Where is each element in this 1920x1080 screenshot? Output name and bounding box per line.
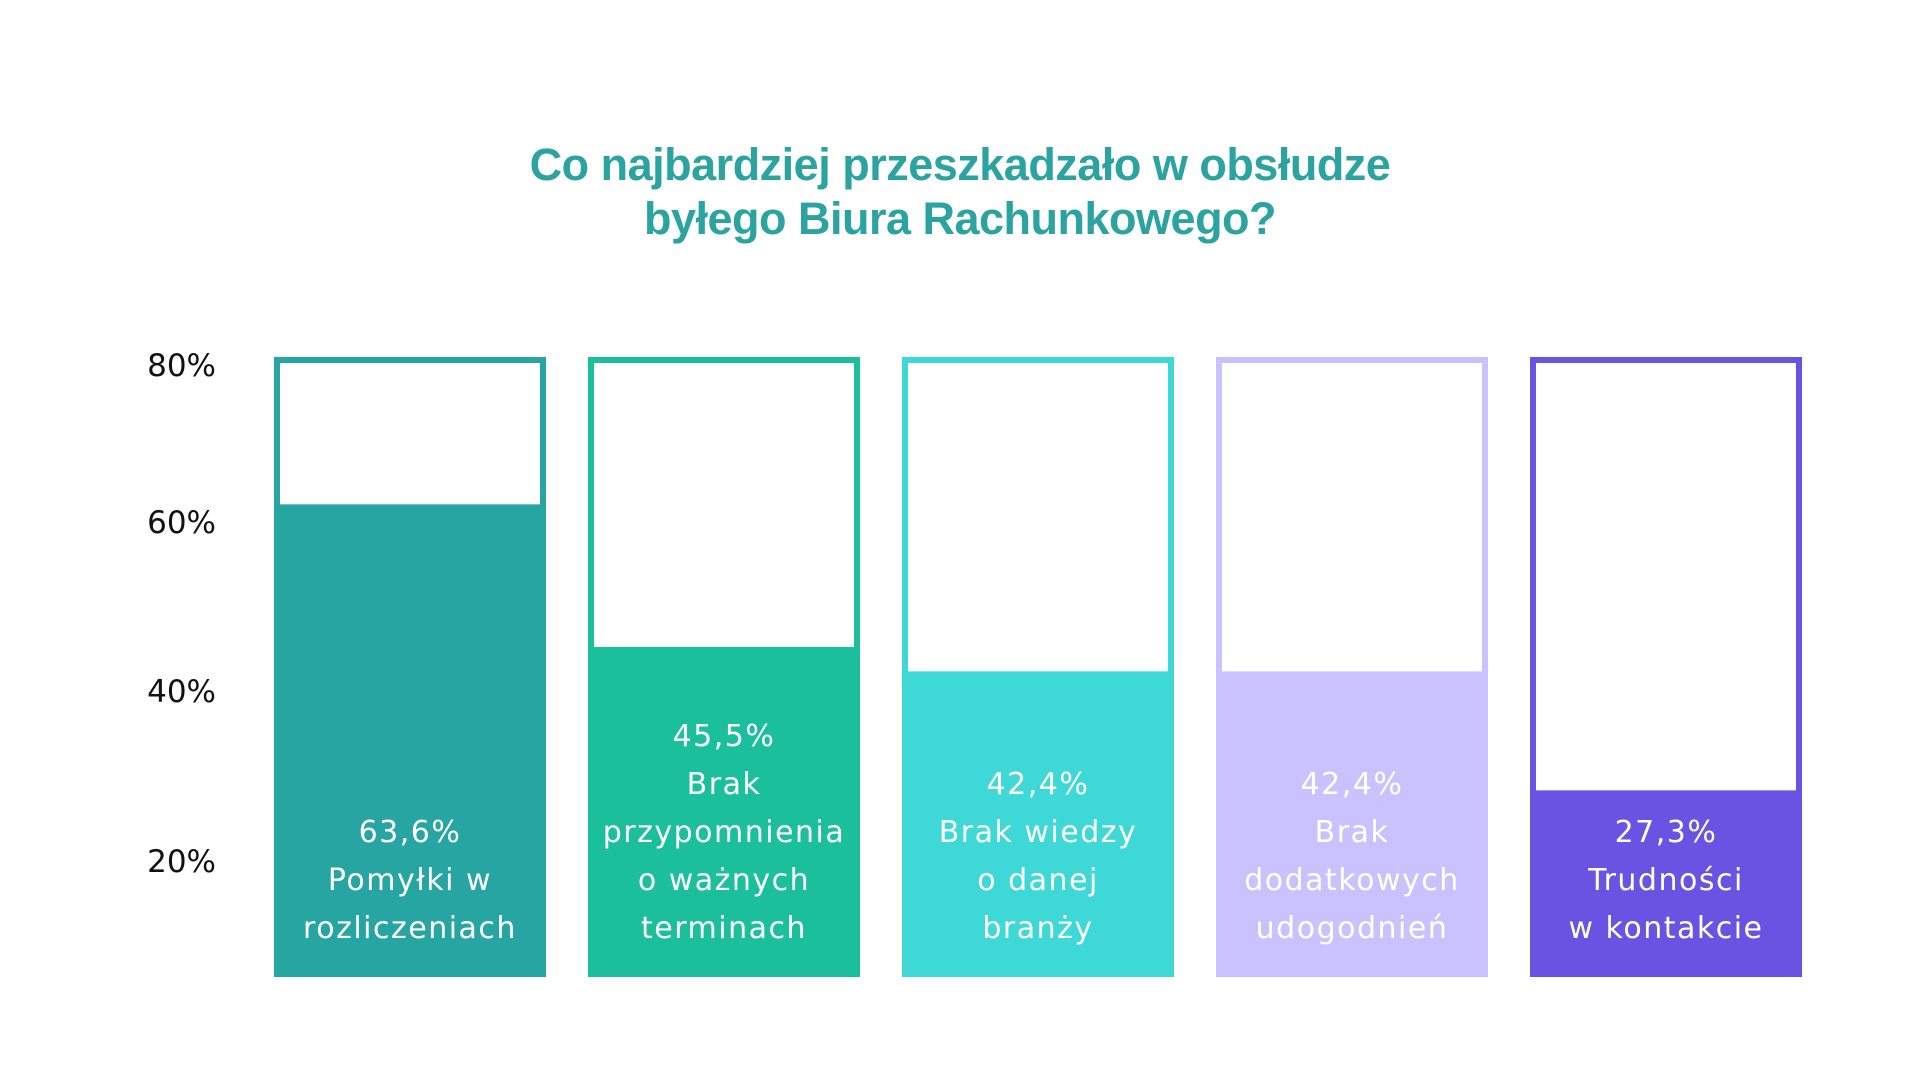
bar <box>908 671 1168 971</box>
bar-category-label: Brak <box>687 767 762 802</box>
bar-category-label: terminach <box>641 911 807 946</box>
bar <box>1536 790 1796 971</box>
bar <box>280 504 540 971</box>
y-tick-label: 80% <box>147 348 216 384</box>
bar-category-label: Trudności <box>1587 863 1744 898</box>
chart-title-line-1: Co najbardziej przeszkadzało w obsłudze <box>529 139 1391 190</box>
bar-category-label: przypomnienia <box>603 815 846 850</box>
y-tick-label: 20% <box>147 844 216 880</box>
bar-category-label: o danej <box>977 863 1099 898</box>
bar-group: 63,6% Pomyłki w rozliczeniach <box>274 357 546 977</box>
bar-category-label: dodatkowych <box>1244 863 1460 898</box>
bar-value-label: 27,3% <box>1615 815 1718 850</box>
bar-value-label: 42,4% <box>1301 767 1404 802</box>
bar-category-label: Brak wiedzy <box>939 815 1138 850</box>
bar-category-label: Brak <box>1315 815 1390 850</box>
bar-category-label: udogodnień <box>1256 911 1449 946</box>
bar-group: 27,3% Trudności w kontakcie <box>1530 357 1802 977</box>
y-tick-label: 60% <box>147 505 216 541</box>
bar <box>1222 671 1482 971</box>
bar-value-label: 42,4% <box>987 767 1090 802</box>
bar-group: 42,4% Brak dodatkowych udogodnień <box>1216 357 1488 977</box>
chart-title: Co najbardziej przeszkadzało w obsłudze … <box>0 138 1920 246</box>
y-tick-label: 40% <box>147 674 216 710</box>
bar-category-label: w kontakcie <box>1568 911 1763 946</box>
bar-value-label: 45,5% <box>673 719 776 754</box>
bar-category-label: rozliczeniach <box>303 911 517 946</box>
bar-category-label: Pomyłki w <box>328 863 492 898</box>
bar-group: 45,5% Brak przypomnienia o ważnych terminach <box>588 357 860 977</box>
bar <box>594 646 854 971</box>
bar-category-label: branży <box>982 911 1093 946</box>
bar-category-label: o ważnych <box>638 863 810 898</box>
bar-group: 42,4% Brak wiedzy o danej branży <box>902 357 1174 977</box>
chart-title-line-2: byłego Biura Rachunkowego? <box>643 193 1277 244</box>
bar-value-label: 63,6% <box>359 815 462 850</box>
